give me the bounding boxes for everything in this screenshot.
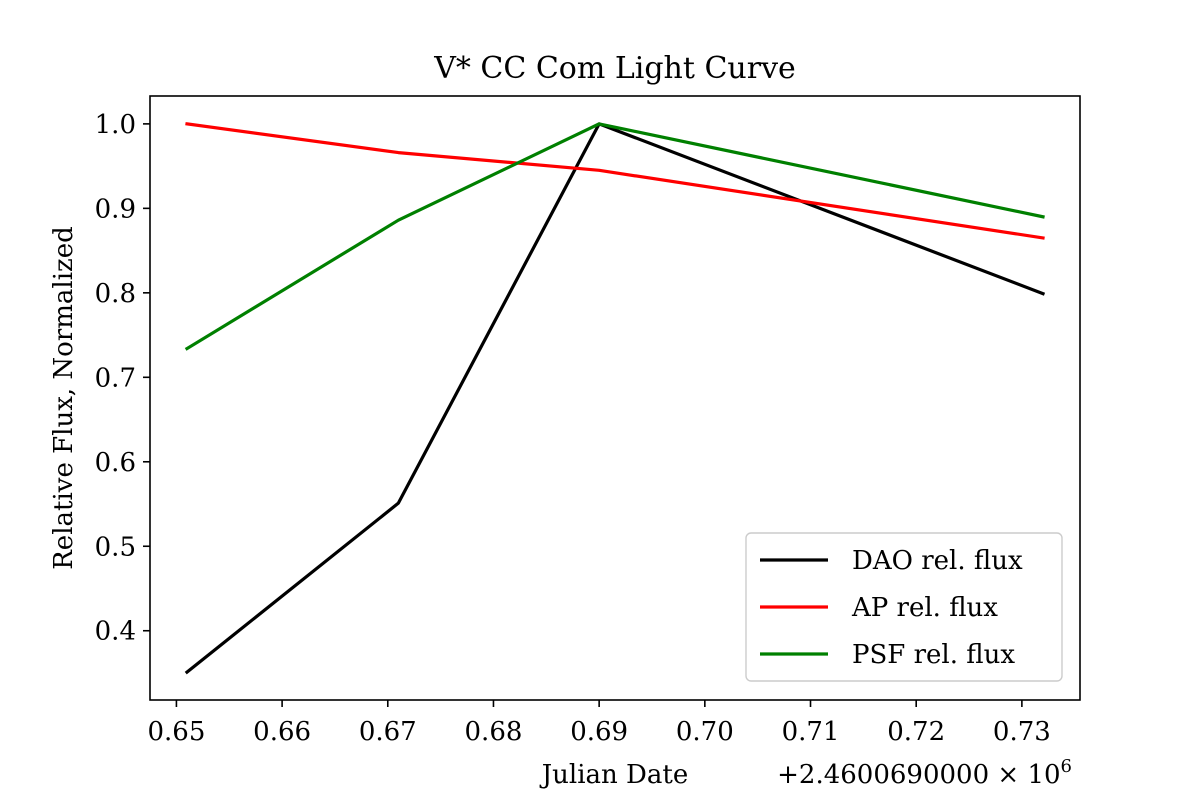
legend-label: DAO rel. flux [852, 546, 1023, 576]
y-tick-label: 1.0 [95, 110, 136, 140]
y-tick-label: 0.7 [95, 363, 136, 393]
x-tick-label: 0.73 [993, 717, 1051, 747]
x-tick-label: 0.65 [147, 717, 205, 747]
legend: DAO rel. flux AP rel. flux PSF rel. flux [745, 532, 1063, 682]
series-line-1 [184, 122, 1046, 675]
y-tick-label: 0.5 [95, 532, 136, 562]
legend-box [745, 532, 1063, 682]
y-axis-label: Relative Flux, Normalized [49, 226, 79, 570]
x-tick-label: 0.72 [887, 717, 945, 747]
x-tick-label: 0.71 [782, 717, 840, 747]
x-axis-offset-exponent: 6 [1061, 756, 1072, 777]
series-line-3 [184, 122, 1045, 351]
series-line-2 [185, 122, 1045, 240]
x-tick-label: 0.69 [570, 717, 628, 747]
y-tick-label: 0.4 [95, 617, 136, 647]
x-axis-offset-base: +2.4600690000 × 10 [777, 760, 1060, 790]
x-tick-label: 0.66 [253, 717, 311, 747]
series-layer [184, 122, 1046, 675]
x-axis-offset-text: +2.4600690000 × 106 [777, 756, 1072, 790]
plot-frame [149, 95, 1081, 701]
x-tick-label: 0.68 [465, 717, 523, 747]
y-tick-label: 0.6 [95, 448, 136, 478]
legend-label: PSF rel. flux [852, 640, 1015, 670]
x-tick-label: 0.70 [676, 717, 734, 747]
y-tick-label: 0.9 [95, 194, 136, 224]
x-tick-label: 0.67 [359, 717, 417, 747]
y-axis-ticks: 0.4 0.5 0.6 0.7 0.8 0.9 1.0 [95, 110, 150, 647]
legend-items: DAO rel. flux AP rel. flux PSF rel. flux [760, 546, 1023, 670]
y-tick-label: 0.8 [95, 279, 136, 309]
chart-title: V* CC Com Light Curve [433, 51, 796, 86]
x-axis-ticks: 0.65 0.66 0.67 0.68 0.69 0.70 0.71 0.72 0.73 [147, 700, 1051, 747]
x-axis-label: Julian Date [539, 760, 689, 790]
legend-label: AP rel. flux [851, 593, 998, 623]
